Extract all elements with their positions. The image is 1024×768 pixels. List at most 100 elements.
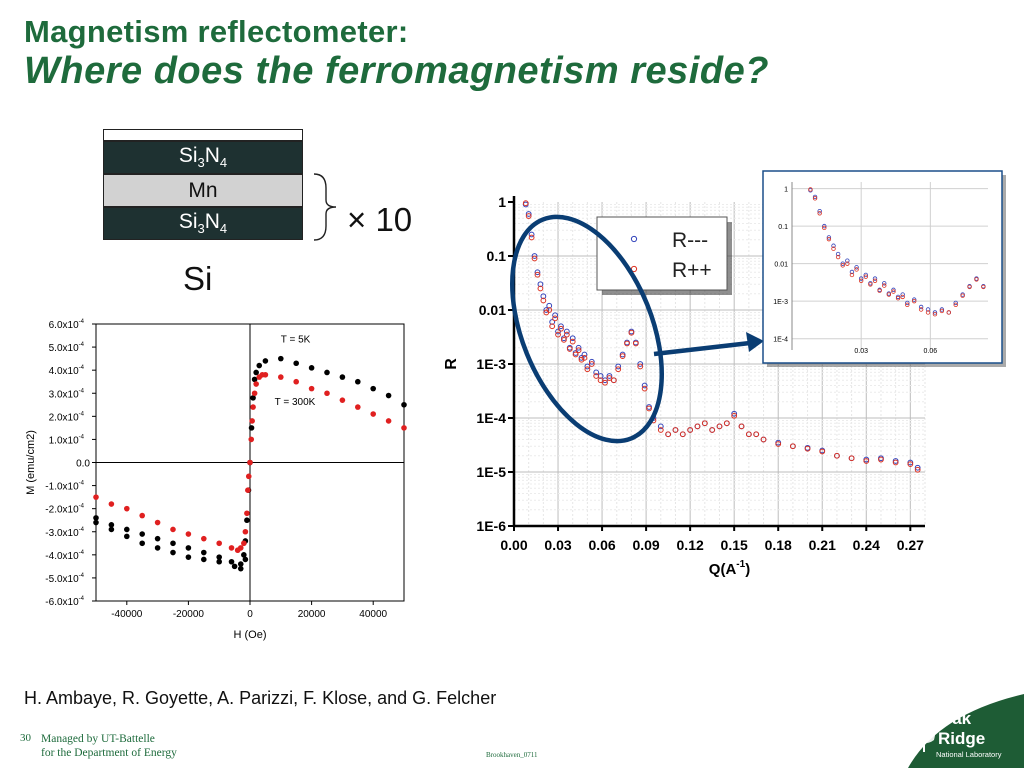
hysteresis-y-tick-label: 5.0x10-4 [49, 342, 85, 354]
reflectivity-x-tick-label: 0.12 [677, 537, 704, 553]
reflectivity-point-r-minus [637, 361, 644, 367]
reflectivity-x-tick-label: 0.00 [500, 537, 527, 553]
reflectivity-point-r-plus [628, 329, 635, 336]
hysteresis-point-5k [124, 533, 130, 540]
hysteresis-point-5k [237, 565, 244, 572]
reflectivity-point-r-plus [522, 200, 529, 207]
inset-point-r-minus [882, 281, 887, 286]
reflectivity-point-r-minus [578, 354, 585, 361]
reflectivity-y-tick-label: 0.01 [479, 302, 506, 318]
hysteresis-x-tick-label: -20000 [173, 609, 205, 620]
hysteresis-point-5k [139, 531, 145, 537]
reflectivity-point-r-minus [563, 328, 570, 335]
reflectivity-y-tick-label: 1E-5 [476, 464, 506, 480]
hysteresis-point-5k [170, 540, 176, 547]
reflectivity-x-tick-label: 0.18 [765, 537, 792, 553]
hysteresis-point-300k [253, 381, 259, 387]
hysteresis-point-5k [154, 535, 161, 542]
reflectivity-point-r-plus [687, 427, 694, 433]
reflectivity-x-tick-label: 0.27 [897, 537, 924, 553]
inset-point-r-minus [900, 292, 905, 297]
reflectivity-point-r-plus [753, 431, 760, 438]
hysteresis-y-tick-label: -4.0x10-4 [45, 550, 84, 562]
reflectivity-point-r-plus [907, 461, 914, 468]
reflectivity-point-r-minus [606, 373, 613, 379]
reflectivity-point-r-plus [701, 420, 708, 427]
legend-label-r-plus: R++ [672, 259, 712, 282]
reflectivity-chart: 0.00 0.03 0.06 0.09 0.12 0.15 0.18 0.21 0.24 0.27… [443, 194, 926, 578]
hysteresis-y-tick-label: 0.0 [76, 459, 90, 470]
layer-mn-label: Mn [188, 178, 218, 202]
hysteresis-point-5k [253, 369, 259, 376]
hysteresis-point-5k [139, 540, 145, 547]
hysteresis-point-5k [248, 425, 255, 431]
reflectivity-point-r-plus [679, 431, 686, 438]
reflectivity-point-r-plus [731, 412, 738, 419]
repeat-brace [313, 173, 337, 241]
footer-center-label: Brookhaven_0711 [486, 751, 538, 759]
hysteresis-point-5k [339, 374, 346, 380]
hysteresis-y-tick-label: -1.0x10-4 [45, 481, 84, 493]
reflectivity-y-tick-label: 1E-3 [476, 356, 506, 372]
hysteresis-point-5k [401, 401, 407, 408]
hysteresis-point-5k [108, 526, 115, 533]
reflectivity-point-r-minus [531, 253, 538, 259]
hysteresis-point-5k [256, 362, 263, 369]
inset-point-r-minus [826, 235, 832, 240]
reflectivity-point-r-minus [575, 344, 582, 351]
hysteresis-point-300k [201, 535, 207, 542]
logo-word-oak: Oak [939, 709, 972, 728]
inset-point-r-plus [863, 274, 868, 279]
hysteresis-annotation: T = 5K [281, 334, 311, 345]
reflectivity-point-r-plus [593, 373, 600, 379]
highlight-ellipse [510, 214, 664, 444]
inset-point-r-plus [900, 294, 905, 300]
reflectivity-point-r-minus [549, 319, 556, 325]
hysteresis-point-5k [216, 558, 222, 565]
inset-point-r-minus [953, 300, 958, 306]
reflectivity-x-tick-label: 0.24 [853, 537, 880, 553]
inset-point-r-minus [932, 310, 938, 315]
reflectivity-point-r-plus [525, 213, 532, 219]
hysteresis-point-300k [93, 494, 99, 500]
hysteresis-point-300k [108, 501, 115, 507]
hysteresis-y-tick-label: 4.0x10-4 [49, 365, 85, 377]
inset-point-r-plus [831, 246, 836, 251]
reflectivity-point-r-plus [646, 405, 652, 412]
reflectivity-point-r-plus [863, 458, 870, 464]
hysteresis-point-300k [242, 528, 249, 535]
repeat-label: × 10 [347, 201, 413, 238]
inset-point-r-minus [835, 251, 841, 257]
reflectivity-point-r-minus [641, 382, 648, 389]
reflectivity-point-r-plus [672, 427, 679, 433]
hysteresis-y-tick-label: 6.0x10-4 [49, 319, 85, 331]
footer-line-2: for the Department of Energy [41, 747, 177, 759]
reflectivity-point-r-minus [914, 464, 921, 471]
footer-line-1: Managed by UT-Battelle [41, 733, 155, 745]
reflectivity-point-r-plus [819, 448, 826, 455]
hysteresis-y-tick-label: -6.0x10-4 [45, 596, 84, 608]
reflectivity-point-r-plus [619, 353, 626, 360]
reflectivity-point-r-plus [552, 315, 558, 322]
inset-y-tick-label: 1E-3 [773, 299, 788, 306]
hysteresis-chart: -40000 -20000 0 20000 40000 6.0x10-4 5.0x10-4 4… [25, 319, 407, 641]
inset-point-r-plus [854, 267, 859, 272]
reflectivity-point-r-plus [540, 297, 547, 304]
hysteresis-point-5k [170, 549, 176, 556]
inset-point-r-plus [858, 278, 864, 283]
reflectivity-y-tick-label: 1E-6 [476, 518, 506, 534]
reflectivity-point-r-plus [694, 423, 701, 430]
hysteresis-point-5k [242, 556, 249, 563]
inset-point-r-plus [925, 310, 931, 315]
reflectivity-point-r-minus [588, 358, 595, 365]
legend-label-r-minus: R--- [672, 229, 708, 252]
reflectivity-x-tick-label: 0.21 [809, 537, 836, 553]
reflectivity-y-axis-label: R [443, 358, 460, 370]
inset-point-r-minus [891, 287, 896, 293]
hysteresis-point-5k [385, 392, 392, 399]
reflectivity-point-r-plus [914, 466, 921, 473]
reflectivity-point-r-plus [546, 307, 553, 313]
reflectivity-point-r-plus [534, 271, 541, 278]
inset-point-r-plus [812, 196, 818, 201]
hysteresis-point-300k [245, 487, 251, 493]
